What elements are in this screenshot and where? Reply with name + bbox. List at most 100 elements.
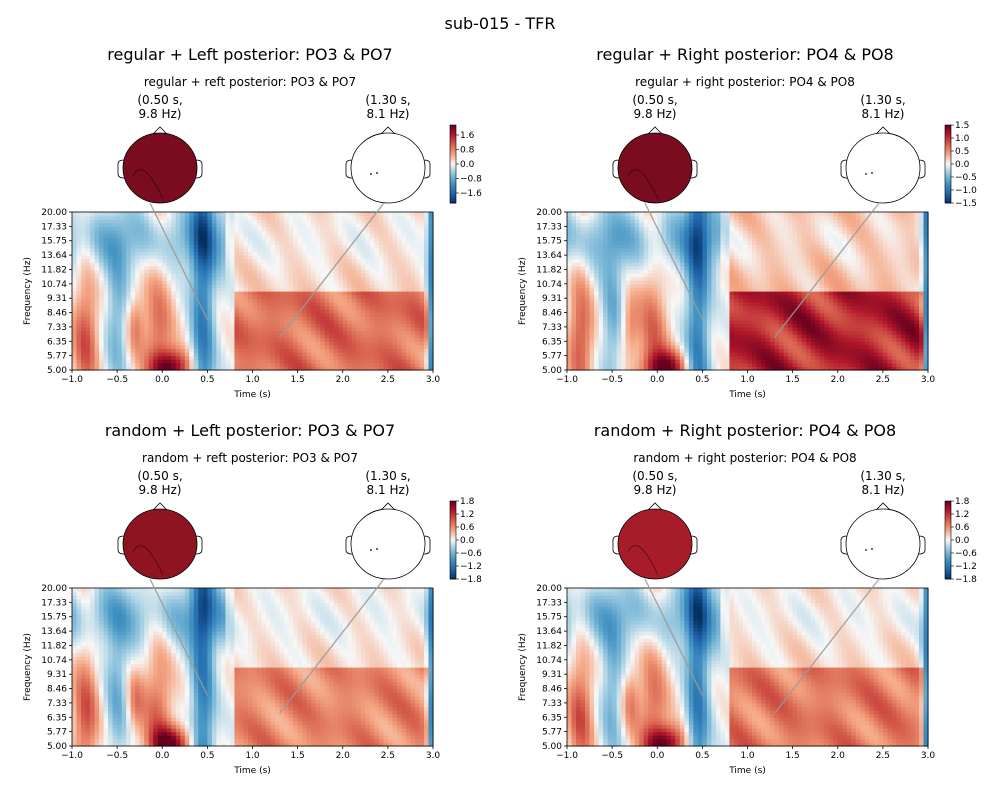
heatmap-cell: [103, 237, 109, 242]
heatmap-cell: [612, 294, 618, 299]
heatmap-cell: [679, 244, 685, 249]
heatmap-cell: [202, 251, 208, 256]
heatmap-cell: [85, 316, 91, 321]
heatmap-cell: [648, 366, 654, 371]
heatmap-cell: [211, 229, 217, 235]
heatmap-cell: [297, 215, 303, 220]
heatmap-cell: [184, 362, 190, 368]
topomap-ear-left: [345, 159, 353, 179]
heatmap-cell: [275, 233, 281, 238]
heatmap-cell: [607, 330, 613, 335]
heatmap-cell: [571, 291, 577, 296]
heatmap-cell: [333, 215, 339, 220]
heatmap-cell: [261, 291, 267, 296]
heatmap-cell: [693, 301, 699, 306]
heatmap-cell: [139, 283, 145, 289]
heatmap-cell: [675, 337, 681, 342]
heatmap-cell: [302, 341, 308, 346]
heatmap-cell: [369, 269, 375, 274]
heatmap-cell: [117, 337, 123, 342]
heatmap-cell: [99, 348, 105, 353]
heatmap-cell: [643, 262, 649, 267]
heatmap-cell: [324, 287, 330, 292]
heatmap-cell: [693, 280, 699, 285]
heatmap-cell: [166, 341, 172, 346]
heatmap-cell: [603, 316, 609, 321]
heatmap-cell: [153, 355, 159, 360]
heatmap-cell: [320, 362, 326, 368]
heatmap-cell: [598, 226, 604, 231]
heatmap-cell: [270, 344, 276, 350]
heatmap-cell: [189, 359, 195, 364]
heatmap-cell: [374, 344, 380, 350]
heatmap-cell: [643, 323, 649, 328]
heatmap-cell: [338, 276, 344, 281]
heatmap-cell: [419, 229, 425, 235]
heatmap-cell: [184, 298, 190, 303]
heatmap-cell: [257, 233, 263, 238]
heatmap-cell: [392, 237, 398, 242]
heatmap-cell: [634, 276, 640, 281]
heatmap-cell: [153, 247, 159, 253]
heatmap-cell: [356, 280, 362, 285]
heatmap-cell: [139, 258, 145, 263]
heatmap-cell: [410, 348, 416, 353]
heatmap-cell: [383, 301, 389, 306]
heatmap-cell: [639, 298, 645, 303]
heatmap-cell: [576, 298, 582, 303]
heatmap-cell: [360, 305, 366, 310]
heatmap-cell: [625, 366, 631, 371]
heatmap-cell: [311, 287, 317, 292]
heatmap-cell: [634, 262, 640, 267]
heatmap-cell: [419, 352, 425, 357]
heatmap-cell: [284, 341, 290, 346]
heatmap-cell: [329, 265, 335, 271]
heatmap-cell: [202, 229, 208, 235]
heatmap-cell: [679, 323, 685, 328]
heatmap-cell: [139, 301, 145, 306]
heatmap-cell: [166, 337, 172, 342]
heatmap-cell: [607, 337, 613, 342]
heatmap-cell: [157, 341, 163, 346]
heatmap-cell: [252, 341, 258, 346]
heatmap-cell: [117, 233, 123, 238]
heatmap-cell: [688, 355, 694, 360]
heatmap-cell: [166, 308, 172, 314]
heatmap-cell: [356, 352, 362, 357]
heatmap-cell: [342, 362, 348, 368]
heatmap-cell: [410, 215, 416, 220]
heatmap-cell: [117, 273, 123, 278]
heatmap-cell: [76, 298, 82, 303]
heatmap-cell: [423, 283, 430, 289]
heatmap-cell: [306, 240, 312, 245]
heatmap-cell: [103, 222, 109, 227]
heatmap-cell: [387, 262, 393, 267]
heatmap-cell: [571, 366, 577, 371]
heatmap-cell: [270, 308, 276, 314]
heatmap-cell: [324, 276, 330, 281]
heatmap-cell: [85, 294, 91, 299]
heatmap-cell: [99, 258, 105, 263]
heatmap-cell: [130, 312, 136, 317]
heatmap-cell: [72, 344, 78, 350]
heatmap-cell: [410, 355, 416, 360]
heatmap-cell: [108, 341, 114, 346]
heatmap-cell: [153, 219, 159, 224]
heatmap-cell: [643, 308, 649, 314]
heatmap-cell: [365, 251, 371, 256]
heatmap-cell: [392, 319, 398, 324]
heatmap-cell: [648, 283, 654, 289]
heatmap-cell: [603, 323, 609, 328]
heatmap-cell: [684, 323, 690, 328]
heatmap-cell: [360, 348, 366, 353]
heatmap-cell: [625, 316, 631, 321]
heatmap-cell: [193, 308, 199, 314]
heatmap-cell: [257, 341, 263, 346]
heatmap-cell: [252, 212, 258, 217]
heatmap-cell: [347, 287, 353, 292]
heatmap-cell: [270, 280, 276, 285]
heatmap-cell: [72, 301, 78, 306]
heatmap-cell: [153, 366, 159, 371]
heatmap-cell: [383, 352, 389, 357]
heatmap-cell: [157, 312, 163, 317]
